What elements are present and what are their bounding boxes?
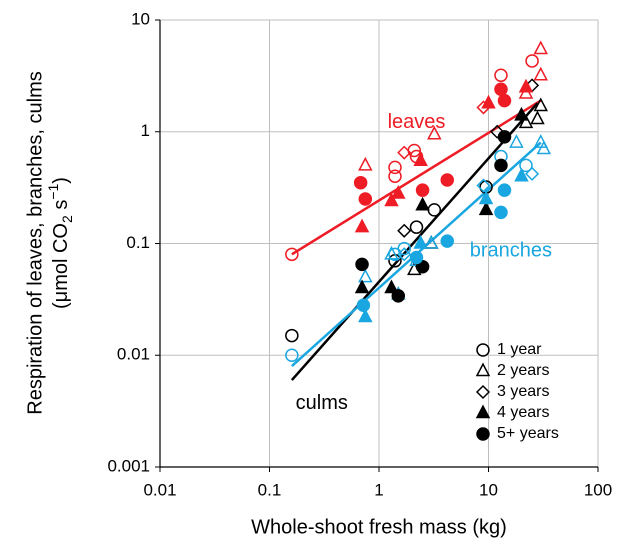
point	[533, 97, 548, 112]
x-tick-label: 1	[374, 480, 383, 499]
y-axis-label-line: Respiration of leaves, branches, culms	[24, 71, 46, 415]
point	[525, 54, 539, 68]
x-axis-label: Whole-shoot fresh mass (kg)	[251, 516, 507, 538]
x-tick-label: 0.01	[143, 480, 176, 499]
point	[388, 160, 402, 175]
y-tick-label: 10	[131, 9, 150, 28]
x-tick-label: 100	[584, 480, 612, 499]
point	[427, 125, 442, 140]
legend-marker	[475, 362, 491, 377]
point	[413, 152, 428, 167]
legend-marker	[475, 404, 491, 419]
point	[285, 348, 299, 362]
point	[358, 308, 373, 323]
point	[391, 289, 406, 303]
label-superscript: −1	[45, 183, 61, 199]
annotation: branches	[470, 240, 552, 262]
point	[530, 110, 545, 125]
point	[356, 298, 371, 313]
label-part: )	[50, 177, 72, 184]
point	[497, 93, 512, 108]
point	[397, 241, 411, 256]
legend-marker	[476, 343, 490, 357]
point	[494, 158, 508, 173]
point	[424, 234, 439, 249]
point	[415, 196, 430, 211]
legend-marker	[475, 384, 491, 400]
point	[285, 328, 299, 343]
annotation: culms	[296, 392, 348, 414]
point	[354, 218, 370, 233]
legend-label: 4 years	[497, 404, 549, 421]
point	[518, 78, 534, 93]
y-tick-label: 0.001	[107, 456, 150, 475]
point	[481, 94, 496, 109]
point	[397, 145, 412, 160]
y-tick-label: 0.01	[117, 345, 150, 364]
point	[355, 257, 369, 272]
point	[525, 166, 540, 181]
point	[518, 114, 534, 129]
point	[397, 223, 412, 238]
point	[415, 183, 430, 197]
point	[514, 106, 529, 121]
legend-label: 5+ years	[497, 425, 559, 442]
point	[478, 201, 494, 216]
point	[384, 279, 399, 294]
point	[353, 175, 368, 190]
point	[384, 192, 399, 207]
point	[494, 68, 508, 83]
point	[533, 66, 548, 81]
point	[494, 205, 508, 220]
point	[409, 220, 424, 234]
point	[476, 178, 491, 193]
y-axis-label-line: (μmol CO2 s−1)	[45, 177, 75, 309]
point	[497, 130, 512, 144]
point	[478, 190, 494, 205]
point	[415, 259, 430, 274]
point	[358, 156, 373, 171]
x-tick-label: 0.1	[258, 480, 282, 499]
y-tick-label: 0.1	[126, 233, 150, 252]
label-part: (μmol CO	[50, 223, 72, 309]
point	[536, 140, 552, 155]
point	[397, 247, 412, 262]
y-tick-label: 1	[141, 121, 150, 140]
point	[388, 169, 402, 183]
point	[384, 245, 399, 260]
trendline	[291, 99, 542, 256]
point	[285, 247, 299, 262]
point	[409, 250, 424, 265]
legend-label: 2 years	[497, 362, 549, 379]
point	[391, 185, 406, 199]
point	[533, 40, 548, 55]
annotation: leaves	[388, 111, 446, 133]
point	[519, 158, 533, 173]
y-axis-label: Respiration of leaves, branches, culms (…	[24, 71, 74, 415]
point	[490, 124, 505, 139]
point	[354, 279, 370, 294]
legend-marker	[476, 427, 490, 441]
point	[440, 234, 454, 248]
point	[358, 192, 373, 206]
point	[358, 268, 373, 283]
legend-label: 3 years	[497, 383, 549, 400]
label-part: s	[50, 200, 72, 216]
x-tick-label: 10	[479, 480, 498, 499]
point	[509, 134, 524, 148]
legend-label: 1 year	[497, 341, 542, 358]
point	[440, 173, 454, 187]
point	[494, 82, 508, 97]
point	[497, 183, 512, 197]
trendline	[290, 102, 539, 381]
point	[413, 234, 428, 249]
point	[514, 167, 529, 182]
point	[427, 203, 442, 217]
label-subscript: 2	[59, 215, 75, 223]
